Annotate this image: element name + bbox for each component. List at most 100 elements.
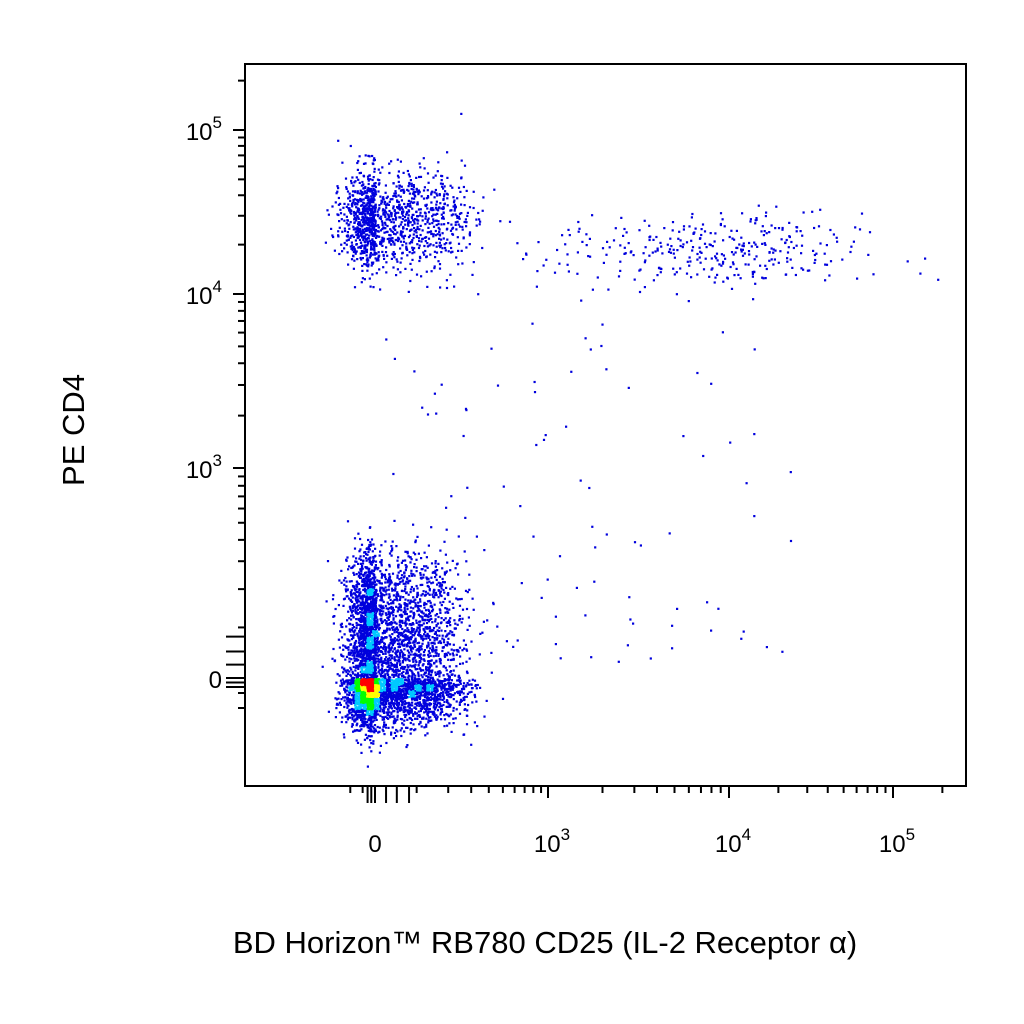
event-point xyxy=(370,211,373,214)
event-point xyxy=(710,382,713,385)
event-point xyxy=(403,713,406,716)
event-point xyxy=(350,638,354,641)
event-point xyxy=(416,692,419,696)
event-point xyxy=(434,701,437,704)
event-point xyxy=(425,717,428,720)
event-point xyxy=(465,607,469,611)
event-point xyxy=(394,706,397,709)
event-point xyxy=(404,708,407,711)
event-point xyxy=(413,682,416,685)
event-point xyxy=(423,659,426,662)
event-point xyxy=(823,252,826,255)
event-point xyxy=(409,599,412,602)
event-point xyxy=(364,652,367,655)
event-point xyxy=(765,267,768,271)
event-point xyxy=(399,654,402,657)
event-point xyxy=(477,211,480,215)
event-point xyxy=(352,555,355,558)
event-point xyxy=(364,235,367,238)
event-point xyxy=(321,665,324,668)
event-point xyxy=(356,228,359,232)
event-point xyxy=(453,207,457,210)
event-point xyxy=(362,588,365,592)
event-point xyxy=(345,187,348,190)
event-point xyxy=(427,666,430,669)
event-point xyxy=(364,722,367,725)
event-point xyxy=(399,663,402,667)
event-point xyxy=(471,597,474,600)
event-point xyxy=(390,646,393,649)
event-point xyxy=(359,592,362,595)
event-point xyxy=(410,182,413,185)
event-point xyxy=(394,214,397,217)
event-point xyxy=(430,576,433,579)
event-point xyxy=(385,196,388,200)
event-point xyxy=(346,556,349,559)
event-point xyxy=(337,139,340,142)
event-point xyxy=(432,244,435,247)
event-point xyxy=(428,599,431,603)
event-point xyxy=(422,658,425,661)
event-point xyxy=(415,704,419,707)
event-point xyxy=(438,237,441,240)
event-point xyxy=(356,612,359,616)
event-point xyxy=(365,650,368,653)
event-point xyxy=(402,710,405,713)
event-point xyxy=(361,257,364,260)
event-point xyxy=(411,678,414,681)
event-point xyxy=(369,209,372,212)
event-point xyxy=(354,191,357,194)
event-point xyxy=(423,606,426,609)
event-point xyxy=(399,667,403,670)
event-point xyxy=(392,611,395,614)
event-point xyxy=(397,676,400,679)
event-point xyxy=(671,647,674,650)
event-point xyxy=(381,200,384,203)
event-point xyxy=(426,626,429,629)
event-point xyxy=(340,681,343,684)
event-point xyxy=(426,635,429,638)
event-point xyxy=(414,654,417,657)
event-point xyxy=(623,246,626,249)
event-point xyxy=(436,709,439,712)
event-point xyxy=(445,607,449,610)
event-point xyxy=(465,221,468,224)
event-point xyxy=(345,239,348,242)
event-point xyxy=(439,698,442,701)
event-point xyxy=(738,243,741,246)
event-point xyxy=(401,208,404,211)
event-point xyxy=(383,213,386,217)
event-point xyxy=(753,433,756,436)
event-point xyxy=(420,568,423,571)
event-point xyxy=(430,270,433,273)
event-point xyxy=(427,693,430,696)
event-point xyxy=(459,682,462,685)
event-point xyxy=(458,225,462,228)
event-point xyxy=(357,641,360,644)
event-point xyxy=(374,642,377,645)
event-point xyxy=(638,229,641,232)
event-point xyxy=(419,211,422,214)
event-point xyxy=(422,690,425,694)
event-point xyxy=(587,255,590,258)
event-point xyxy=(394,721,397,724)
event-point xyxy=(408,678,411,681)
event-point xyxy=(502,485,505,488)
event-point xyxy=(400,699,403,702)
event-point xyxy=(398,669,401,672)
event-point xyxy=(425,706,428,710)
event-point xyxy=(438,193,441,196)
event-point xyxy=(422,590,425,593)
event-point xyxy=(579,479,582,482)
event-point xyxy=(644,259,647,262)
event-point xyxy=(351,654,354,657)
event-point xyxy=(335,707,338,710)
event-point xyxy=(446,193,449,196)
event-point xyxy=(374,643,377,646)
event-point xyxy=(390,733,393,736)
event-point xyxy=(352,696,355,699)
event-point xyxy=(416,701,419,704)
event-point xyxy=(337,234,340,237)
event-point xyxy=(431,645,434,648)
event-point xyxy=(432,641,435,644)
